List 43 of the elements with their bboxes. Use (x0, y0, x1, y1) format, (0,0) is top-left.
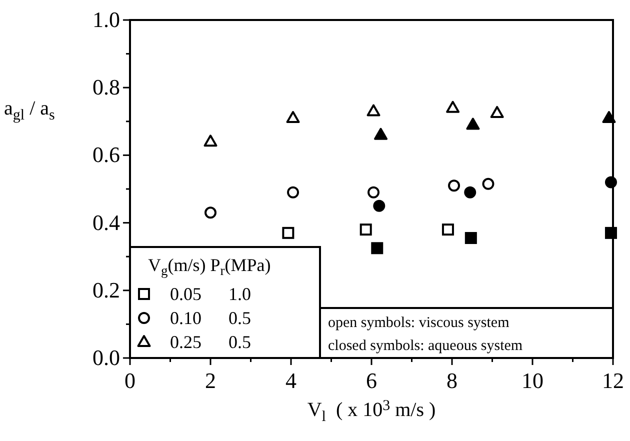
x-tick-label: 10 (522, 368, 544, 393)
annotation: open symbols: viscous system (328, 315, 510, 331)
point (446, 100, 460, 113)
point (604, 226, 617, 239)
point (371, 242, 384, 254)
point (360, 224, 372, 236)
legend-title: V$_{g}$(m/s) P$_{r}$(MPa) (148, 255, 271, 278)
y-tick-label: 0.6 (92, 142, 120, 168)
point (604, 176, 617, 188)
point (464, 186, 476, 198)
y-tick-label: 0.4 (92, 210, 120, 235)
point (204, 206, 216, 219)
point (374, 128, 388, 140)
point (482, 178, 494, 190)
x-tick-label: 2 (205, 368, 216, 393)
point (368, 186, 380, 198)
point (373, 200, 386, 212)
point (464, 232, 477, 244)
y-tick-label: 0.8 (92, 74, 120, 100)
point (287, 186, 300, 198)
point (602, 111, 616, 124)
point (204, 134, 218, 147)
point (490, 106, 504, 118)
point (282, 226, 294, 239)
y-tick-label: 0.0 (92, 345, 120, 370)
x-tick-label: 12 (602, 368, 624, 393)
x-tick-label: 0 (124, 368, 136, 393)
legend-label: 0.05 1.0 (170, 284, 251, 304)
y-tick-label: 1.0 (92, 7, 120, 32)
x-tick-label: 4 (286, 368, 296, 393)
x-tick-label: 8 (446, 368, 458, 393)
annotation: closed symbols: aqueous system (328, 338, 523, 354)
point (286, 111, 300, 124)
x-axis-title: V$_{l}$ ( x 10$^{3}$ m/s ) (307, 398, 436, 424)
x-tick-label: 6 (366, 368, 377, 393)
point (466, 118, 480, 130)
legend-label: 0.25 0.5 (170, 332, 251, 352)
point (366, 104, 380, 116)
y-axis-title: a$_{gl}$ / a$_{s}$ (4, 98, 55, 124)
legend-label: 0.10 0.5 (170, 308, 251, 328)
point (448, 180, 460, 192)
y-tick-label: 0.2 (92, 277, 120, 302)
point (442, 224, 454, 236)
